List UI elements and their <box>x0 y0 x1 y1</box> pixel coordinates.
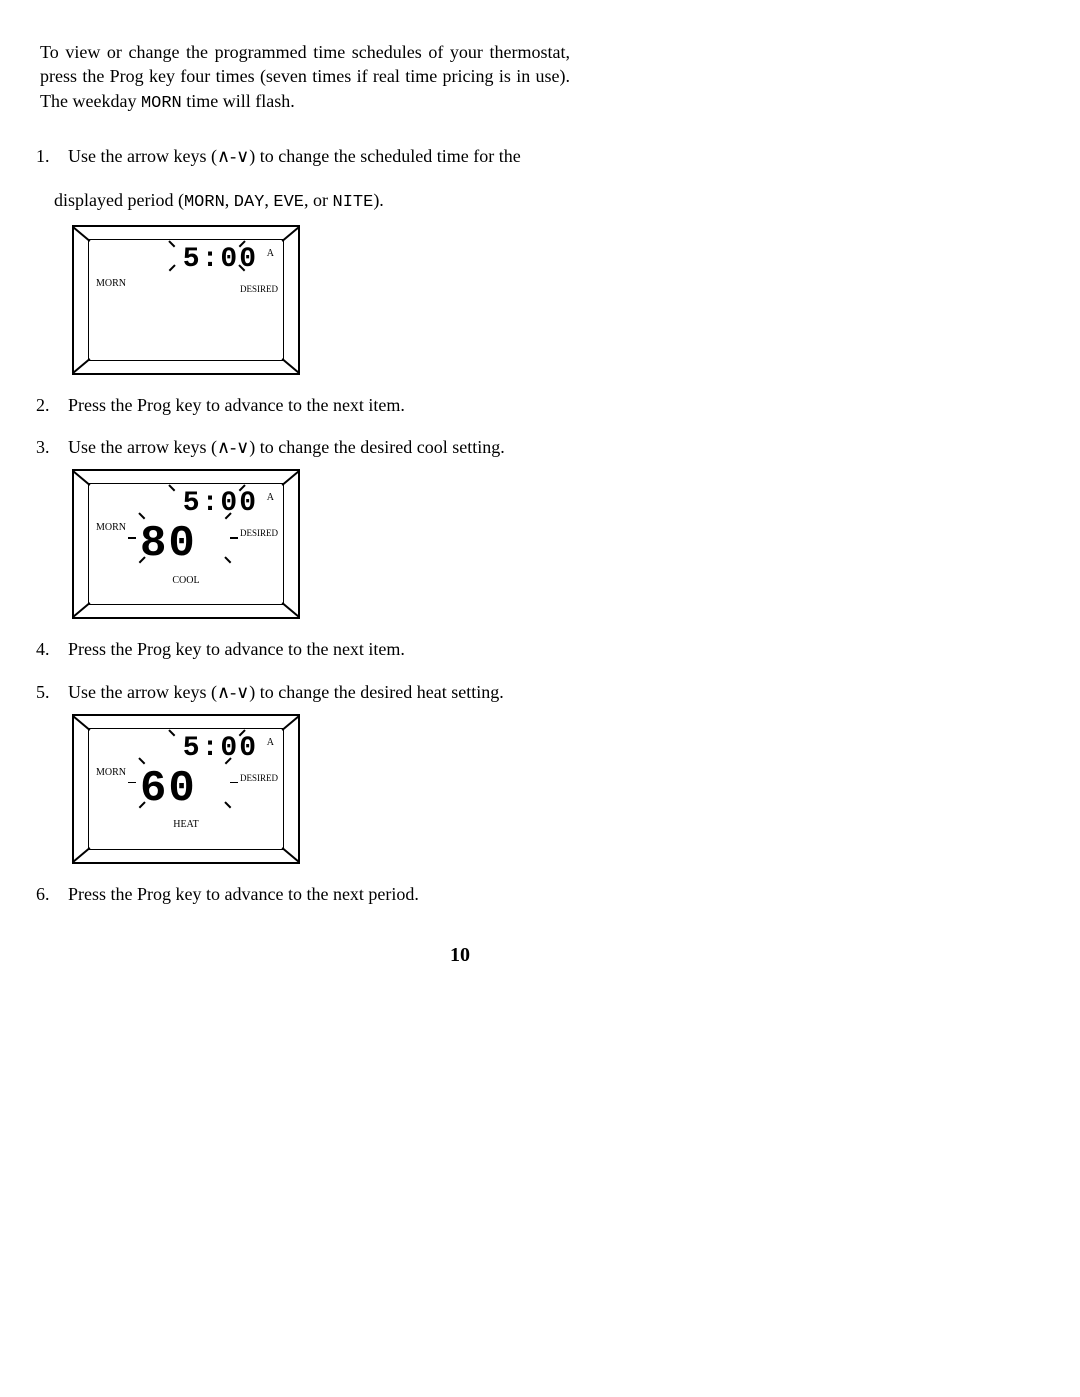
document-page: To view or change the programmed time sc… <box>0 0 1080 1397</box>
step-3-text: Use the arrow keys (∧-∨) to change the d… <box>68 437 505 457</box>
step-2: Press the Prog key to advance to the nex… <box>54 393 624 417</box>
step-5-text: Use the arrow keys (∧-∨) to change the d… <box>68 682 504 702</box>
lcd1-period: MORN <box>96 277 126 291</box>
lcd3-temp: 60 <box>140 760 197 819</box>
lcd2-mode: COOL <box>90 574 282 588</box>
lcd3-desired: DESIRED <box>240 772 278 784</box>
lcd-display-3: 5:00 A MORN DESIRED 60 HEAT <box>72 714 624 864</box>
lcd1-ampm: A <box>267 247 274 261</box>
step-6: Press the Prog key to advance to the nex… <box>54 882 624 906</box>
step-3: Use the arrow keys (∧-∨) to change the d… <box>54 435 624 619</box>
page-number: 10 <box>40 942 470 969</box>
step-4-text: Press the Prog key to advance to the nex… <box>68 639 405 659</box>
lcd3-mode: HEAT <box>90 818 282 832</box>
step-6-text: Press the Prog key to advance to the nex… <box>68 884 419 904</box>
lcd2-desired: DESIRED <box>240 527 278 539</box>
intro-line3-tail: time will flash. <box>182 91 295 111</box>
intro-paragraph: To view or change the programmed time sc… <box>40 40 570 116</box>
step-1: Use the arrow keys (∧-∨) to change the s… <box>54 144 624 375</box>
lcd-display-1: 5:00 A MORN DESIRED <box>72 225 624 375</box>
lcd3-period: MORN <box>96 766 126 780</box>
intro-mono-morn: MORN <box>141 94 182 113</box>
step-5: Use the arrow keys (∧-∨) to change the d… <box>54 680 624 864</box>
step-4: Press the Prog key to advance to the nex… <box>54 637 624 661</box>
lcd1-time: 5:00 <box>183 241 258 279</box>
lcd2-period: MORN <box>96 521 126 535</box>
lcd2-ampm: A <box>267 491 274 505</box>
lcd-display-2: 5:00 A MORN DESIRED 80 COOL <box>72 469 624 619</box>
steps-list: Use the arrow keys (∧-∨) to change the s… <box>40 144 624 907</box>
intro-line1: To view or change the programmed time sc… <box>40 42 483 62</box>
step-2-text: Press the Prog key to advance to the nex… <box>68 395 405 415</box>
step-1-text-a: Use the arrow keys (∧-∨) to change the s… <box>68 146 521 166</box>
lcd2-temp: 80 <box>140 515 197 574</box>
lcd3-ampm: A <box>267 736 274 750</box>
lcd1-desired: DESIRED <box>240 283 278 295</box>
step-1-text-b: displayed period (MORN, DAY, EVE, or NIT… <box>54 188 624 215</box>
